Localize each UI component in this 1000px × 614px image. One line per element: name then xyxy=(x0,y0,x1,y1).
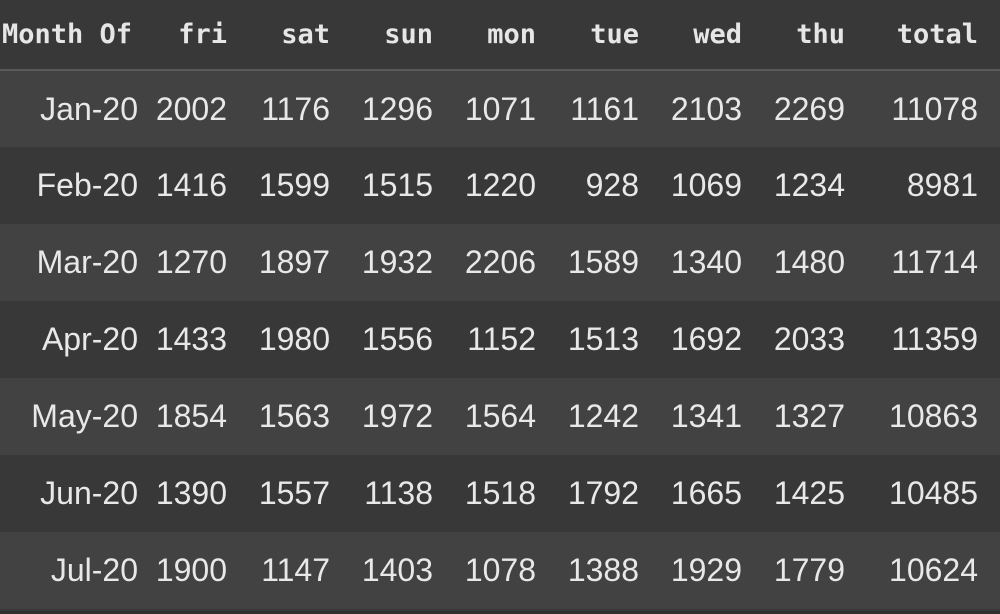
value-cell: 1069 xyxy=(670,167,742,203)
value-cell: 1932 xyxy=(361,244,433,280)
value-cell: 1071 xyxy=(464,90,536,127)
value-cell: 1515 xyxy=(361,167,433,203)
value-cell: 1972 xyxy=(361,398,433,434)
column-header-sun: sun xyxy=(384,19,433,50)
value-cell: 2103 xyxy=(670,90,742,127)
value-cell: 2033 xyxy=(773,321,845,357)
value-cell: 1327 xyxy=(773,398,845,434)
table-header: Month Of fri sat sun mon tue wed thu tot… xyxy=(0,0,1000,70)
value-cell: 2002 xyxy=(155,90,227,127)
column-header-tue: tue xyxy=(590,19,639,50)
table-bottom-border xyxy=(0,611,1000,614)
month-cell: Jun-20 xyxy=(40,475,138,511)
table-row: Mar-20 1270 1897 1932 2206 1589 1340 148… xyxy=(0,224,1000,301)
table-row: Jun-20 1390 1557 1138 1518 1792 1665 142… xyxy=(0,455,1000,532)
column-header-mon: mon xyxy=(487,19,536,50)
value-cell: 1779 xyxy=(773,552,845,588)
total-cell: 8981 xyxy=(906,167,978,203)
value-cell: 1692 xyxy=(670,321,742,357)
table-body: Jan-20 2002 1176 1296 1071 1161 2103 226… xyxy=(0,70,1000,609)
column-header-sat: sat xyxy=(281,19,330,50)
value-cell: 1388 xyxy=(567,552,639,588)
value-cell: 1403 xyxy=(361,552,433,588)
total-cell: 10485 xyxy=(889,475,978,511)
total-cell: 10863 xyxy=(889,398,978,434)
total-cell: 10624 xyxy=(889,552,978,588)
header-row: Month Of fri sat sun mon tue wed thu tot… xyxy=(0,0,1000,70)
value-cell: 1557 xyxy=(258,475,330,511)
table-row: May-20 1854 1563 1972 1564 1242 1341 132… xyxy=(0,378,1000,455)
value-cell: 1234 xyxy=(773,167,845,203)
value-cell: 1270 xyxy=(155,244,227,280)
value-cell: 1929 xyxy=(670,552,742,588)
value-cell: 1854 xyxy=(155,398,227,434)
value-cell: 1980 xyxy=(258,321,330,357)
column-header-fri: fri xyxy=(178,19,227,50)
table-row: Apr-20 1433 1980 1556 1152 1513 1692 203… xyxy=(0,301,1000,378)
value-cell: 2206 xyxy=(464,244,536,280)
value-cell: 1513 xyxy=(567,321,639,357)
column-header-total: total xyxy=(896,19,978,50)
value-cell: 1897 xyxy=(258,244,330,280)
column-header-wed: wed xyxy=(693,19,742,50)
total-cell: 11078 xyxy=(891,90,978,127)
value-cell: 1556 xyxy=(361,321,433,357)
value-cell: 1176 xyxy=(261,90,330,127)
month-cell: Apr-20 xyxy=(41,321,138,357)
value-cell: 1340 xyxy=(670,244,742,280)
value-cell: 1599 xyxy=(258,167,330,203)
value-cell: 1152 xyxy=(467,321,536,357)
value-cell: 1341 xyxy=(670,398,742,434)
total-cell: 11714 xyxy=(891,244,978,280)
table-row: Feb-20 1416 1599 1515 1220 928 1069 1234… xyxy=(0,147,1000,224)
value-cell: 1433 xyxy=(155,321,227,357)
value-cell: 1147 xyxy=(261,552,330,588)
value-cell: 1792 xyxy=(567,475,639,511)
value-cell: 1665 xyxy=(670,475,742,511)
value-cell: 2269 xyxy=(773,90,845,127)
value-cell: 1390 xyxy=(155,475,227,511)
value-cell: 1589 xyxy=(567,244,639,280)
month-cell: Jul-20 xyxy=(50,552,138,588)
value-cell: 1480 xyxy=(773,244,845,280)
month-cell: Jan-20 xyxy=(40,90,138,127)
value-cell: 928 xyxy=(585,167,639,203)
value-cell: 1563 xyxy=(258,398,330,434)
table-row: Jan-20 2002 1176 1296 1071 1161 2103 226… xyxy=(0,70,1000,147)
month-cell: Feb-20 xyxy=(36,167,138,203)
value-cell: 1416 xyxy=(155,167,227,203)
value-cell: 1161 xyxy=(570,90,639,127)
value-cell: 1564 xyxy=(464,398,536,434)
value-cell: 1078 xyxy=(464,552,536,588)
value-cell: 1296 xyxy=(361,90,433,127)
value-cell: 1518 xyxy=(464,475,536,511)
total-cell: 11359 xyxy=(891,321,978,357)
value-cell: 1900 xyxy=(155,552,227,588)
column-header-month-of: Month Of xyxy=(2,19,133,50)
column-header-thu: thu xyxy=(796,19,845,50)
value-cell: 1425 xyxy=(773,475,845,511)
value-cell: 1220 xyxy=(464,167,536,203)
value-cell: 1242 xyxy=(567,398,639,434)
value-cell: 1138 xyxy=(364,475,433,511)
table-row: Jul-20 1900 1147 1403 1078 1388 1929 177… xyxy=(0,532,1000,609)
month-cell: Mar-20 xyxy=(36,244,138,280)
month-cell: May-20 xyxy=(31,398,138,434)
